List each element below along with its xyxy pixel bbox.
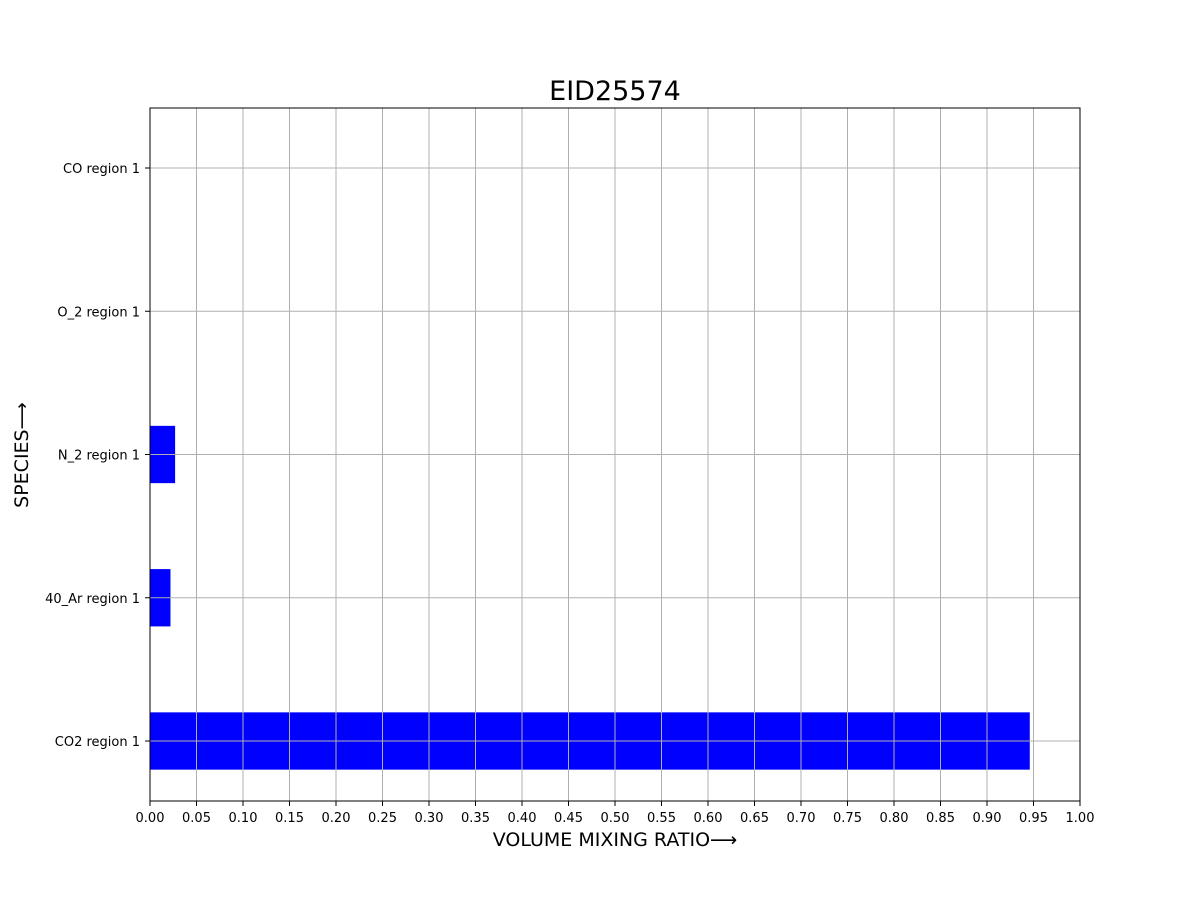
x-tick-label: 0.70	[787, 811, 816, 826]
x-tick-label: 0.80	[880, 811, 909, 826]
y-tick-label: N_2 region 1	[58, 449, 140, 464]
x-tick-label: 0.45	[554, 811, 583, 826]
y-tick-label: 40_Ar region 1	[45, 592, 140, 607]
x-tick-label: 0.15	[275, 811, 304, 826]
y-tick-label: O_2 region 1	[57, 305, 140, 320]
x-tick-label: 0.90	[973, 811, 1002, 826]
x-tick-label: 0.35	[461, 811, 490, 826]
x-tick-label: 0.40	[508, 811, 537, 826]
x-tick-label: 0.85	[926, 811, 955, 826]
x-tick-label: 0.20	[322, 811, 351, 826]
x-axis-ticks: 0.00 0.05 0.10 0.15 0.20 0.25 0.30 0.35 0.40 0.45…	[136, 801, 1095, 826]
x-tick-label: 0.25	[368, 811, 397, 826]
x-tick-label: 0.50	[601, 811, 630, 826]
x-tick-label: 0.60	[694, 811, 723, 826]
x-tick-label: 0.00	[136, 811, 165, 826]
y-tick-label: CO2 region 1	[55, 735, 140, 750]
y-axis-label: SPECIES⟶	[11, 402, 33, 508]
x-tick-label: 0.95	[1019, 811, 1048, 826]
x-axis-label: VOLUME MIXING RATIO⟶	[493, 829, 738, 851]
chart-title: EID25574	[549, 76, 681, 107]
y-tick-label: CO region 1	[63, 162, 140, 177]
grid-lines	[149, 108, 1081, 801]
x-tick-label: 0.65	[740, 811, 769, 826]
x-tick-label: 0.55	[647, 811, 676, 826]
x-tick-label: 1.00	[1066, 811, 1095, 826]
x-tick-label: 0.30	[415, 811, 444, 826]
x-tick-label: 0.75	[833, 811, 862, 826]
x-tick-label: 0.05	[182, 811, 211, 826]
y-axis-ticks: CO2 region 1 40_Ar region 1 N_2 region 1 O_…	[45, 162, 150, 750]
x-tick-label: 0.10	[229, 811, 258, 826]
